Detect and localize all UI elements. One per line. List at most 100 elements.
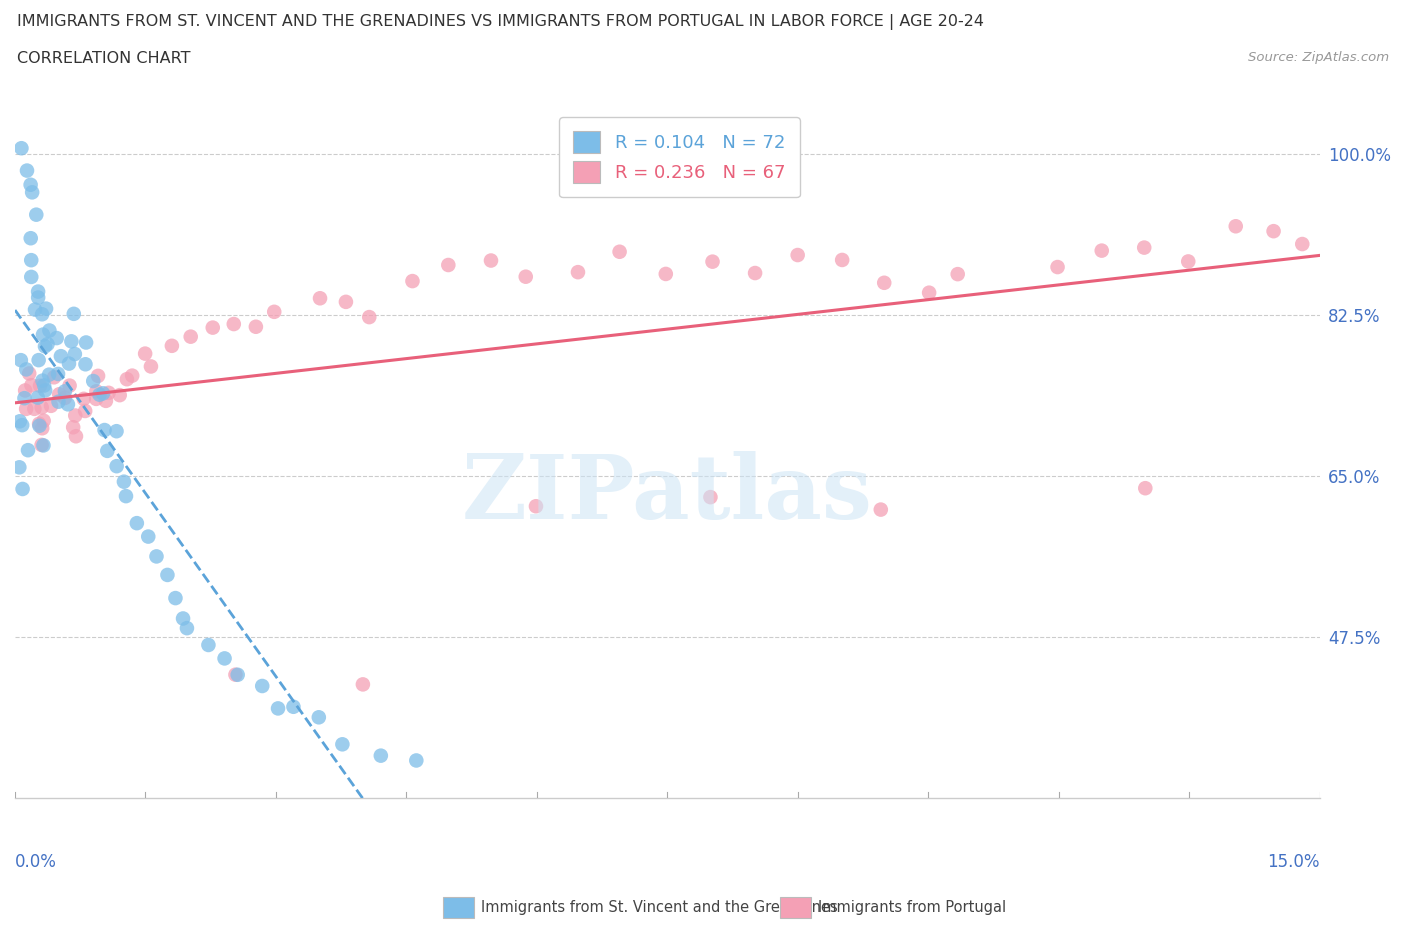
Point [201, 320, 224, 335]
Point [405, 753, 427, 768]
Point [93, 422, 115, 437]
Point [27, 285, 49, 299]
Point [224, 667, 246, 682]
Point [332, 737, 354, 751]
Text: Immigrants from Portugal: Immigrants from Portugal [818, 900, 1007, 915]
Point [10, 140, 32, 155]
Point [226, 668, 249, 683]
Point [21, 185, 44, 200]
Point [252, 679, 274, 694]
Point [359, 310, 381, 325]
Point [1091, 243, 1114, 258]
Point [38, 323, 60, 338]
Point [27, 391, 49, 405]
Point [75, 404, 97, 418]
Point [335, 295, 357, 310]
Text: IMMIGRANTS FROM ST. VINCENT AND THE GRENADINES VS IMMIGRANTS FROM PORTUGAL IN LA: IMMIGRANTS FROM ST. VINCENT AND THE GREN… [17, 14, 984, 30]
Point [24, 302, 46, 317]
Point [567, 265, 589, 280]
Legend: R = 0.104   N = 72, R = 0.236   N = 67: R = 0.104 N = 72, R = 0.236 N = 67 [560, 117, 800, 197]
Point [20, 378, 42, 392]
Point [515, 270, 537, 285]
Point [172, 611, 194, 626]
Point [786, 247, 808, 262]
Point [46, 366, 69, 381]
Point [32, 438, 55, 453]
Point [97, 385, 120, 400]
Point [28, 379, 51, 393]
Point [401, 273, 423, 288]
Point [165, 591, 187, 605]
Point [31, 373, 53, 388]
Point [31, 307, 53, 322]
Point [34, 383, 56, 398]
Point [160, 339, 183, 353]
Text: Immigrants from St. Vincent and the Grenadines: Immigrants from St. Vincent and the Gren… [481, 900, 838, 915]
Point [873, 275, 896, 290]
Point [27, 290, 49, 305]
Point [37, 337, 59, 352]
Point [1291, 236, 1313, 251]
Point [27, 352, 49, 367]
Point [134, 346, 156, 361]
Point [108, 388, 131, 403]
Point [263, 304, 285, 319]
Point [48, 394, 70, 409]
Point [89, 387, 111, 402]
Point [65, 429, 87, 444]
Point [8, 414, 31, 429]
Point [245, 319, 267, 334]
Point [8, 459, 31, 474]
Point [62, 306, 84, 321]
Point [115, 372, 138, 387]
Point [31, 420, 53, 435]
Point [655, 267, 678, 282]
Point [91, 386, 114, 401]
Point [31, 400, 53, 415]
Point [32, 327, 55, 342]
Point [35, 301, 58, 316]
Point [702, 254, 724, 269]
Text: CORRELATION CHART: CORRELATION CHART [17, 51, 190, 66]
Point [15, 362, 38, 377]
Point [1135, 481, 1157, 496]
Point [31, 437, 53, 452]
Point [524, 498, 547, 513]
Point [56, 397, 79, 412]
Point [53, 391, 76, 405]
Point [125, 516, 148, 531]
Point [22, 402, 45, 417]
Point [84, 392, 107, 406]
Point [34, 339, 56, 353]
Point [946, 267, 969, 282]
Point [1263, 224, 1285, 239]
Point [73, 392, 96, 406]
Point [75, 335, 97, 350]
Point [63, 347, 86, 362]
Point [1177, 254, 1199, 269]
Point [370, 749, 392, 764]
Point [75, 357, 97, 372]
Point [65, 408, 87, 423]
Point [62, 419, 84, 434]
Point [699, 490, 721, 505]
Point [82, 374, 104, 389]
Point [609, 245, 631, 259]
Point [139, 359, 162, 374]
Point [105, 424, 128, 439]
Point [869, 502, 891, 517]
Point [42, 370, 65, 385]
Text: ZIPatlas: ZIPatlas [463, 451, 873, 538]
Point [308, 710, 330, 724]
Point [49, 349, 72, 364]
Point [121, 368, 143, 383]
Point [15, 163, 38, 178]
Point [53, 384, 76, 399]
Point [39, 398, 62, 413]
Point [197, 638, 219, 653]
Point [94, 393, 117, 408]
Point [38, 367, 60, 382]
Point [176, 620, 198, 635]
Point [11, 482, 34, 497]
Point [87, 368, 110, 383]
